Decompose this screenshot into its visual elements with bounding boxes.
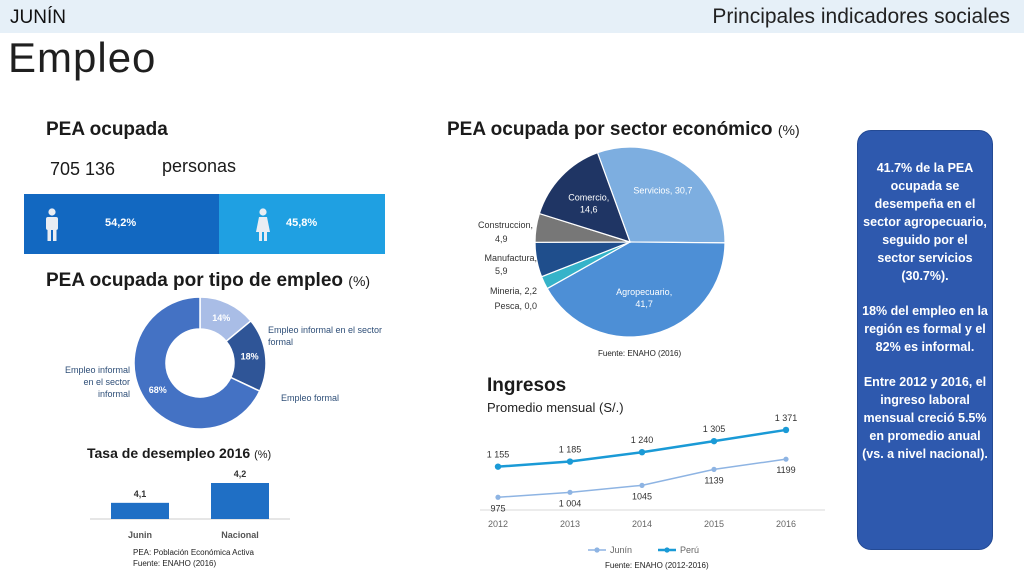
donut-value-label: 68%	[149, 385, 167, 395]
pie-category-label: Mineria, 2,2	[490, 286, 537, 296]
sector-source: Fuente: ENAHO (2016)	[598, 349, 682, 358]
page-title: Empleo	[8, 34, 157, 81]
data-label: 1 185	[559, 445, 582, 455]
footnote-line-1: PEA: Población Económica Activa	[133, 548, 254, 557]
pie-category-label: Manufactura,	[484, 253, 537, 263]
label-informal-sector: Empleo informal en el sector informal	[64, 365, 130, 399]
bar-category-label: Nacional	[221, 530, 259, 540]
female-icon	[256, 208, 270, 241]
donut-slice	[133, 296, 261, 430]
summary-paragraph-3: Entre 2012 y 2016, el ingreso laboral me…	[862, 375, 988, 461]
female-segment: 45,8%	[219, 194, 385, 254]
data-point	[782, 426, 790, 434]
ingresos-line-chart: 2012 2013 2014 2015 2016 975 1 004 1045 1139 1199…	[480, 413, 825, 555]
label-informal-formal: Empleo informal en el sector formal	[268, 325, 383, 347]
pea-number: 705 136	[50, 159, 116, 179]
x-tick-label: 2013	[560, 519, 580, 529]
male-pct: 54,2%	[105, 217, 137, 229]
data-point	[495, 494, 501, 500]
pie-slice	[538, 151, 631, 243]
donut-value-label: 18%	[241, 352, 259, 362]
male-segment: 54,2%	[24, 194, 219, 254]
region-name: JUNÍN	[10, 7, 66, 28]
gender-bar: 54,2% 45,8%	[24, 194, 385, 254]
label-formal: Empleo formal	[281, 393, 340, 403]
desempleo-unit: (%)	[254, 449, 272, 461]
data-point	[711, 466, 717, 472]
legend-marker	[594, 547, 600, 553]
pie-value-label: 41,7	[635, 299, 653, 309]
x-tick-label: 2016	[776, 519, 796, 529]
data-point	[494, 463, 502, 470]
data-label: 1045	[632, 491, 652, 501]
data-point	[710, 437, 718, 445]
tipo-empleo-title-text: PEA ocupada por tipo de empleo	[46, 270, 343, 291]
tipo-empleo-title: PEA ocupada por tipo de empleo (%)	[46, 270, 370, 292]
bar-value-label: 4,2	[234, 469, 247, 479]
sector-title: PEA ocupada por sector económico (%)	[447, 119, 800, 141]
x-tick-label: 2012	[488, 519, 508, 529]
pie-slice	[596, 146, 726, 244]
footnote-line-2: Fuente: ENAHO (2016)	[133, 559, 217, 568]
desempleo-bar	[111, 502, 169, 519]
pie-category-label: Agropecuario,	[616, 287, 672, 297]
legend-label: Junín	[610, 545, 632, 555]
tipo-empleo-donut: 14% 18% 68%	[133, 296, 267, 430]
x-tick-label: 2015	[704, 519, 724, 529]
data-label: 975	[490, 503, 505, 513]
data-label: 1 155	[487, 450, 510, 460]
x-tick-label: 2014	[632, 519, 652, 529]
data-point	[638, 449, 646, 456]
summary-box: 41.7% de la PEA ocupada se desempeña en …	[857, 130, 993, 550]
pie-value-label: 14,6	[580, 205, 598, 215]
header-title: Principales indicadores sociales	[712, 5, 1010, 28]
ingresos-source: Fuente: ENAHO (2012-2016)	[605, 561, 709, 570]
tipo-empleo-unit: (%)	[348, 273, 371, 289]
bar-value-label: 4,1	[134, 489, 147, 499]
desempleo-bar	[211, 483, 269, 519]
data-point	[639, 482, 645, 488]
footnote: PEA: Población Económica Activa Fuente: …	[133, 547, 254, 569]
legend-marker	[664, 547, 670, 553]
ingresos-title: Ingresos	[487, 375, 567, 396]
bar-category-label: Junin	[128, 530, 152, 540]
pie-category-label: Pesca, 0,0	[494, 301, 537, 311]
female-pct: 45,8%	[286, 217, 318, 229]
pie-slice	[546, 241, 726, 338]
sector-pie-chart: Servicios, 30,7 Agropecuario, 41,7 Pesca, 0…	[478, 146, 726, 338]
data-label: 1 004	[559, 498, 582, 508]
male-icon	[46, 208, 58, 241]
pie-category-label: Servicios, 30,7	[633, 185, 692, 195]
desempleo-bar-chart: 4,1 Junin 4,2 Nacional	[90, 469, 290, 540]
desempleo-title-text: Tasa de desempleo 2016	[87, 445, 251, 461]
data-label: 1 240	[631, 435, 654, 445]
data-label: 1 305	[703, 424, 726, 434]
summary-paragraph-2: 18% del empleo en la región es formal y …	[862, 304, 988, 354]
pea-title: PEA ocupada	[46, 119, 168, 140]
data-point	[566, 458, 574, 465]
data-point	[567, 489, 573, 495]
sector-unit: (%)	[777, 122, 800, 138]
ingresos-subtitle: Promedio mensual (S/.)	[487, 400, 624, 415]
data-label: 1199	[776, 465, 795, 475]
top-bar	[0, 0, 1024, 33]
sector-title-text: PEA ocupada por sector económico	[447, 119, 773, 140]
desempleo-title: Tasa de desempleo 2016 (%)	[87, 445, 271, 461]
pie-value-label: 4,9	[495, 234, 508, 244]
summary-paragraph-1: 41.7% de la PEA ocupada se desempeña en …	[863, 161, 987, 283]
data-label: 1139	[704, 475, 723, 485]
pie-category-label: Construccion,	[478, 220, 533, 230]
data-label: 1 371	[775, 413, 798, 423]
pea-unit: personas	[162, 156, 237, 176]
donut-value-label: 14%	[212, 313, 230, 323]
pie-value-label: 5,9	[495, 266, 508, 276]
data-point	[783, 456, 789, 462]
pie-category-label: Comercio,	[568, 193, 609, 203]
legend-label: Perú	[680, 545, 699, 555]
